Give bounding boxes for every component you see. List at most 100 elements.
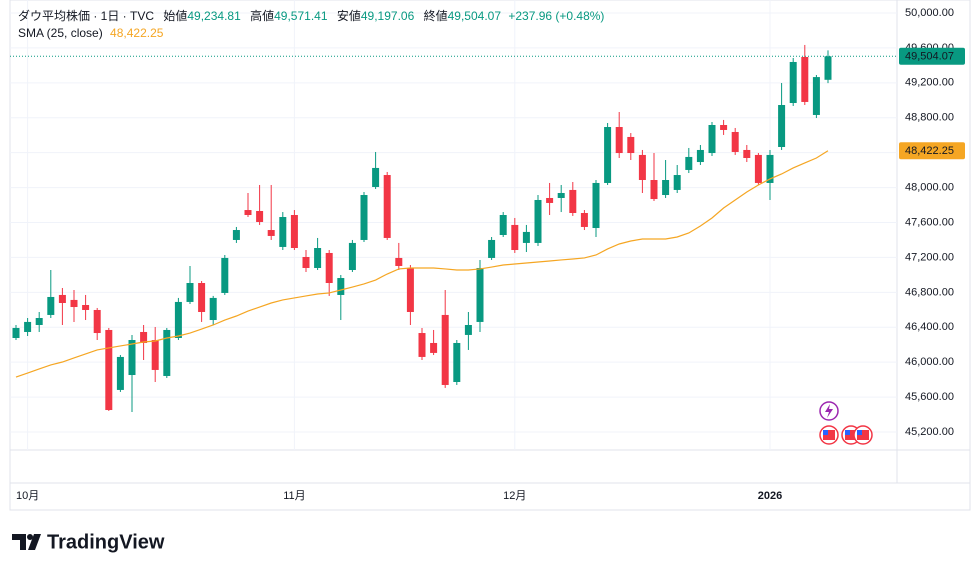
candle-body — [824, 56, 832, 80]
ohlc-label: 終値 — [424, 8, 448, 23]
x-tick-label: 11月 — [283, 490, 305, 502]
candle-body — [754, 154, 762, 183]
candle-body — [801, 57, 809, 102]
candle-body — [615, 127, 623, 154]
x-tick-label: 12月 — [503, 490, 526, 502]
candle-body — [105, 329, 113, 411]
y-tick-label: 50,000.00 — [905, 7, 954, 19]
candle-body — [418, 333, 426, 357]
logo: TradingView — [12, 531, 165, 553]
candle-body — [372, 167, 380, 187]
candle-body — [244, 210, 252, 216]
candle-body — [766, 154, 774, 183]
candle-body — [314, 248, 322, 268]
ohlc-label: 高値 — [250, 8, 274, 23]
flag-icon[interactable] — [853, 425, 873, 445]
sma-line — [15, 150, 829, 378]
candle-body — [82, 305, 90, 310]
y-tick-label: 46,000.00 — [905, 356, 954, 368]
candle-body — [534, 199, 542, 243]
axis: 45,200.00 45,600.00 46,000.00 46,400.00 46,8… — [16, 7, 965, 502]
indicator-name: SMA (25, close) — [18, 26, 103, 40]
candle-body — [546, 197, 554, 203]
candle-body — [569, 189, 577, 213]
candle-body — [47, 296, 55, 315]
indicator-value: 48,422.25 — [110, 26, 164, 40]
candle-body — [24, 321, 32, 332]
candle-body — [731, 131, 739, 152]
candle-body — [789, 61, 797, 104]
candle-body — [360, 195, 368, 240]
candle-body — [348, 242, 356, 270]
candle-body — [70, 299, 78, 308]
candle-body — [488, 239, 496, 258]
candle-body — [812, 77, 820, 115]
candle-body — [592, 182, 600, 229]
y-tick-label: 45,200.00 — [905, 426, 954, 438]
candle-body — [696, 149, 704, 163]
y-tick-label: 48,800.00 — [905, 112, 954, 124]
candle-body — [163, 329, 171, 376]
flag-icon[interactable] — [819, 425, 839, 445]
title: ダウ平均株価 · 1日 · TVC — [18, 8, 154, 23]
candle-body — [685, 156, 693, 170]
ohlc-value: 49,571.41 — [274, 9, 328, 23]
candle-body — [743, 149, 751, 159]
candle-body — [116, 356, 124, 390]
candle-body — [499, 215, 507, 235]
event-icons — [819, 401, 873, 445]
candle-body — [604, 127, 612, 183]
candle-body — [708, 125, 716, 154]
candle-body — [35, 318, 43, 325]
candle-body — [778, 105, 786, 148]
candle-body — [383, 175, 391, 238]
y-tick-label: 49,200.00 — [905, 77, 954, 89]
candle-body — [406, 267, 414, 312]
candle-body — [290, 215, 298, 249]
last-price-badge — [899, 47, 965, 65]
candle-body — [279, 217, 287, 247]
candle-body — [209, 297, 217, 321]
candle-body — [557, 193, 565, 198]
candle-body — [302, 256, 310, 268]
candle-body — [12, 327, 20, 339]
candle-body — [511, 224, 519, 251]
candle-body — [627, 136, 635, 154]
candle-body — [430, 342, 438, 353]
candle-body — [580, 212, 588, 227]
candle-body — [638, 154, 646, 180]
brand: TradingView — [47, 531, 165, 553]
y-tick-label: 46,800.00 — [905, 286, 954, 298]
candle-body — [662, 180, 670, 196]
last-price-label: 49,504.07 — [905, 51, 954, 63]
candle-body — [256, 210, 264, 222]
sma-badge — [899, 142, 965, 160]
y-tick-label: 48,000.00 — [905, 182, 954, 194]
candle-body — [453, 342, 461, 382]
ohlc-label: 安値 — [337, 8, 361, 23]
candle-body — [58, 294, 66, 303]
candle-body — [151, 340, 159, 370]
y-tick-label: 47,600.00 — [905, 216, 954, 228]
candle-body — [221, 257, 229, 293]
sma-label: 48,422.25 — [905, 145, 954, 157]
candle-body — [325, 252, 333, 284]
y-tick-label: 46,400.00 — [905, 321, 954, 333]
ohlc-value: 49,197.06 — [361, 9, 415, 23]
candle-body — [186, 283, 194, 302]
candle-body — [128, 340, 136, 376]
candle-body — [267, 230, 275, 236]
candle-body — [232, 230, 240, 240]
candle-body — [720, 125, 728, 130]
candle-body — [650, 180, 658, 200]
indicator-header: SMA (25, close) 48,422.25 — [18, 26, 164, 40]
candle-body — [441, 314, 449, 385]
candle-body — [337, 278, 345, 295]
candle-body — [140, 331, 148, 343]
candle-body — [673, 175, 681, 190]
change: +237.96 (+0.48%) — [508, 9, 604, 23]
candle-body — [198, 283, 206, 312]
ohlc-value: 49,504.07 — [448, 9, 502, 23]
candle-body — [93, 309, 101, 334]
